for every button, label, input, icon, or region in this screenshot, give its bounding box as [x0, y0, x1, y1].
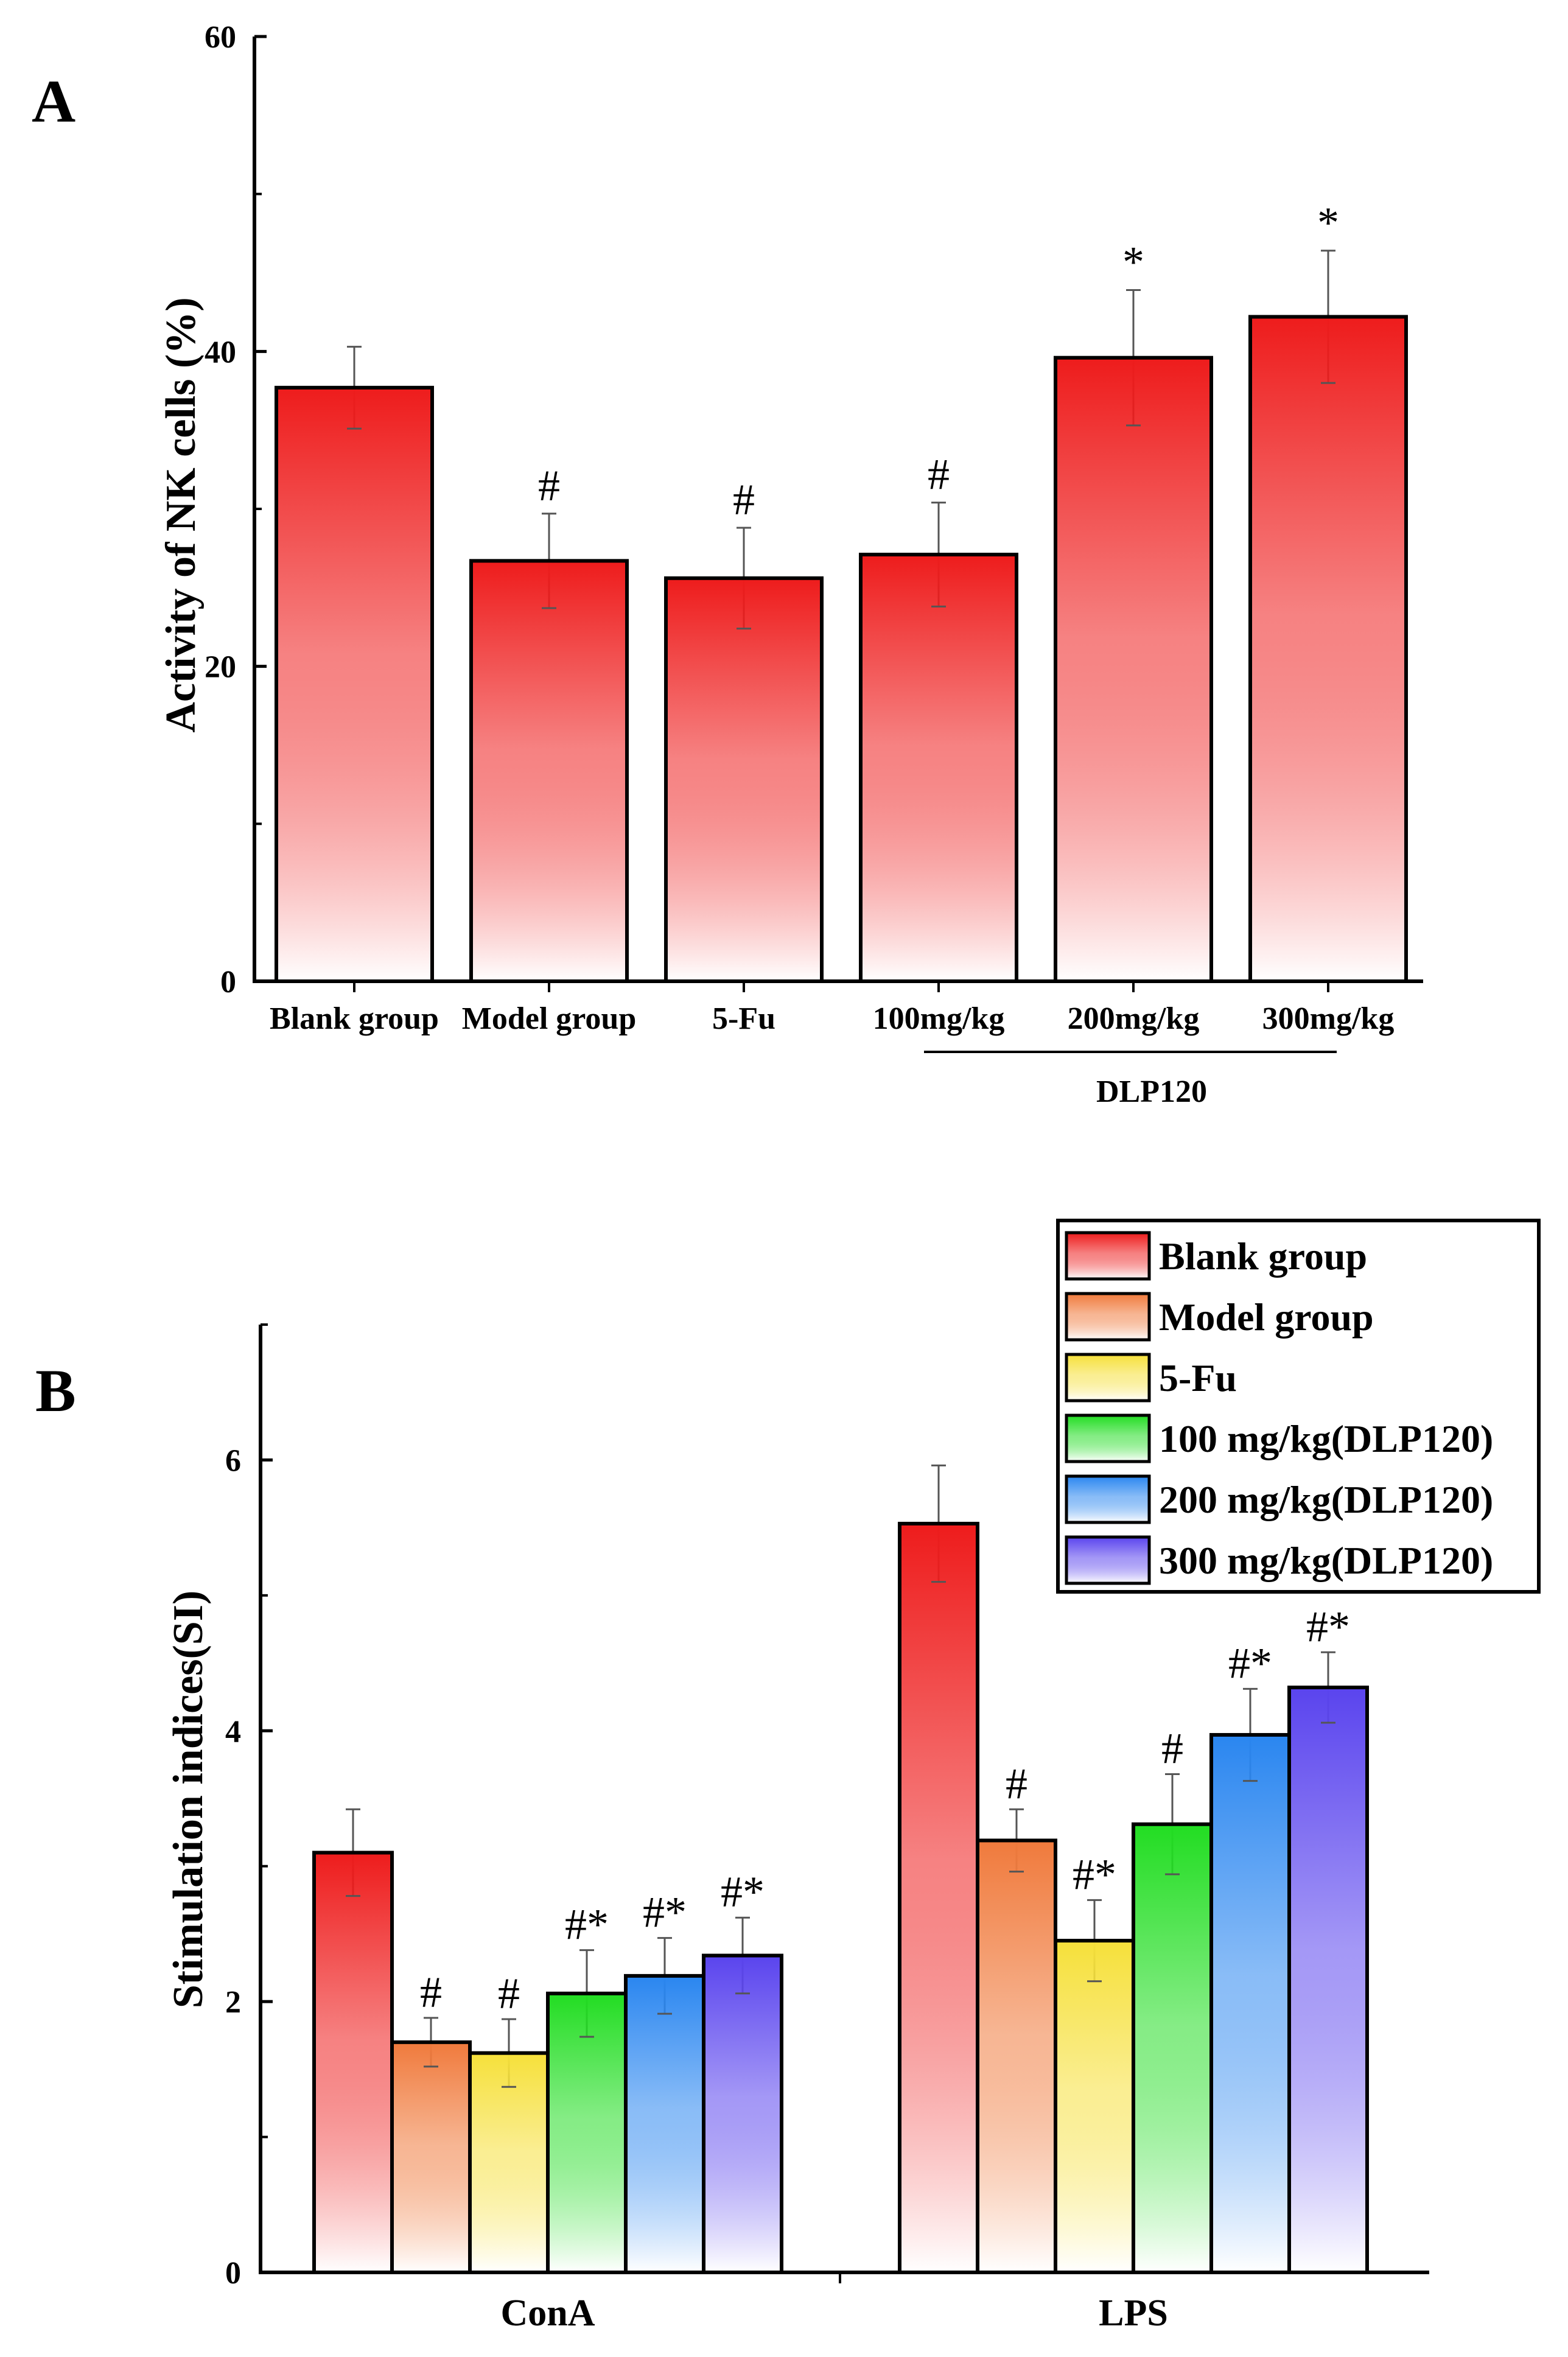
panel-b-significance-label: #*	[565, 1900, 609, 1949]
legend-label: 100 mg/kg(DLP120)	[1159, 1417, 1493, 1460]
panel-a-ytick-label: 20	[205, 650, 236, 685]
legend-label: 200 mg/kg(DLP120)	[1159, 1478, 1493, 1521]
panel-b-bar	[468, 2051, 550, 2275]
legend-box	[1056, 1219, 1541, 1594]
legend-label: 300 mg/kg(DLP120)	[1159, 1539, 1493, 1582]
panel-b-category-label: ConA	[500, 2292, 595, 2334]
panel-a-group-label: DLP120	[1096, 1074, 1207, 1109]
panel-b-bar	[1209, 1732, 1291, 2274]
panel-b-letter: B	[35, 1357, 76, 1424]
panel-b-chart: B Stimulation indices(SI) 0 2 4 6 # # #* #* #* C…	[35, 1219, 1541, 2334]
panel-a-category-label: Blank group	[270, 1001, 439, 1036]
panel-a-bar	[1248, 315, 1408, 984]
panel-a-category-label: 100mg/kg	[873, 1001, 1005, 1036]
legend-swatch	[1065, 1413, 1151, 1463]
panel-b-significance-label: #	[1161, 1724, 1183, 1773]
panel-b-bar	[898, 1521, 979, 2274]
legend: Blank group Model group 5-Fu 100 mg/kg(DLP1…	[1065, 1231, 1493, 1585]
panel-a-category-label: 200mg/kg	[1068, 1001, 1200, 1036]
legend-swatch	[1065, 1535, 1151, 1585]
legend-label: Blank group	[1159, 1235, 1367, 1278]
panel-a-bar	[469, 559, 629, 983]
panel-b-significance-label: #*	[1306, 1602, 1350, 1651]
panel-a-significance-label: #	[538, 461, 560, 510]
panel-a-bar	[664, 576, 824, 983]
legend-swatch	[1065, 1353, 1151, 1403]
panel-b-significance-label: #*	[1228, 1639, 1272, 1687]
panel-b-category-label: LPS	[1099, 2292, 1168, 2334]
panel-a-chart: A Activity of NK cells (%) 0 20 40 60 Blank…	[32, 20, 1423, 1109]
panel-b-significance-label: #*	[1073, 1850, 1116, 1899]
panel-b-ytick-label: 4	[225, 1714, 241, 1749]
panel-a-significance-label: *	[1317, 198, 1339, 247]
panel-b-significance-label: #	[498, 1969, 520, 2018]
panel-b-significance-label: #*	[643, 1888, 687, 1937]
panel-b-significance-label: #	[420, 1968, 442, 2017]
panel-b-bar	[624, 1974, 705, 2274]
panel-a-significance-label: *	[1122, 237, 1144, 286]
panel-a-ytick-label: 60	[205, 20, 236, 55]
panel-a-category-label: 300mg/kg	[1262, 1001, 1395, 1036]
legend-label: 5-Fu	[1159, 1356, 1237, 1399]
panel-b-bar	[546, 1991, 628, 2274]
panel-a-letter: A	[32, 68, 75, 135]
panel-a-ytick-label: 40	[205, 335, 236, 369]
panel-a-significance-label: #	[733, 475, 755, 524]
panel-a-ytick-label: 0	[220, 965, 236, 1000]
panel-b-bar	[702, 1953, 783, 2274]
panel-a-category-label: 5-Fu	[712, 1001, 775, 1036]
legend-swatch	[1065, 1292, 1151, 1342]
panel-b-significance-label: #*	[721, 1868, 765, 1916]
panel-a-ylabel: Activity of NK cells (%)	[158, 297, 205, 732]
legend-label: Model group	[1159, 1295, 1374, 1339]
panel-b-ytick-label: 0	[225, 2256, 241, 2291]
panel-a-significance-label: #	[928, 450, 950, 499]
panel-b-ylabel: Stimulation indices(SI)	[165, 1591, 212, 2009]
panel-a-bar	[859, 553, 1018, 983]
panel-b-significance-label: #	[1006, 1759, 1027, 1808]
legend-swatch	[1065, 1231, 1151, 1281]
panel-b-bar	[390, 2040, 472, 2274]
panel-b-ytick-label: 2	[225, 1985, 241, 2020]
panel-a-bar	[1054, 355, 1213, 983]
panel-a-bar	[275, 385, 434, 983]
panel-b-bar	[976, 1838, 1057, 2274]
legend-swatch	[1065, 1474, 1151, 1524]
panel-b-bar	[1054, 1939, 1135, 2275]
panel-b-ytick-label: 6	[225, 1443, 241, 1478]
panel-a-category-label: Model group	[462, 1001, 637, 1036]
panel-b-bar	[312, 1851, 394, 2274]
panel-b-bar	[1287, 1686, 1369, 2275]
panel-b-bar	[1132, 1822, 1213, 2275]
